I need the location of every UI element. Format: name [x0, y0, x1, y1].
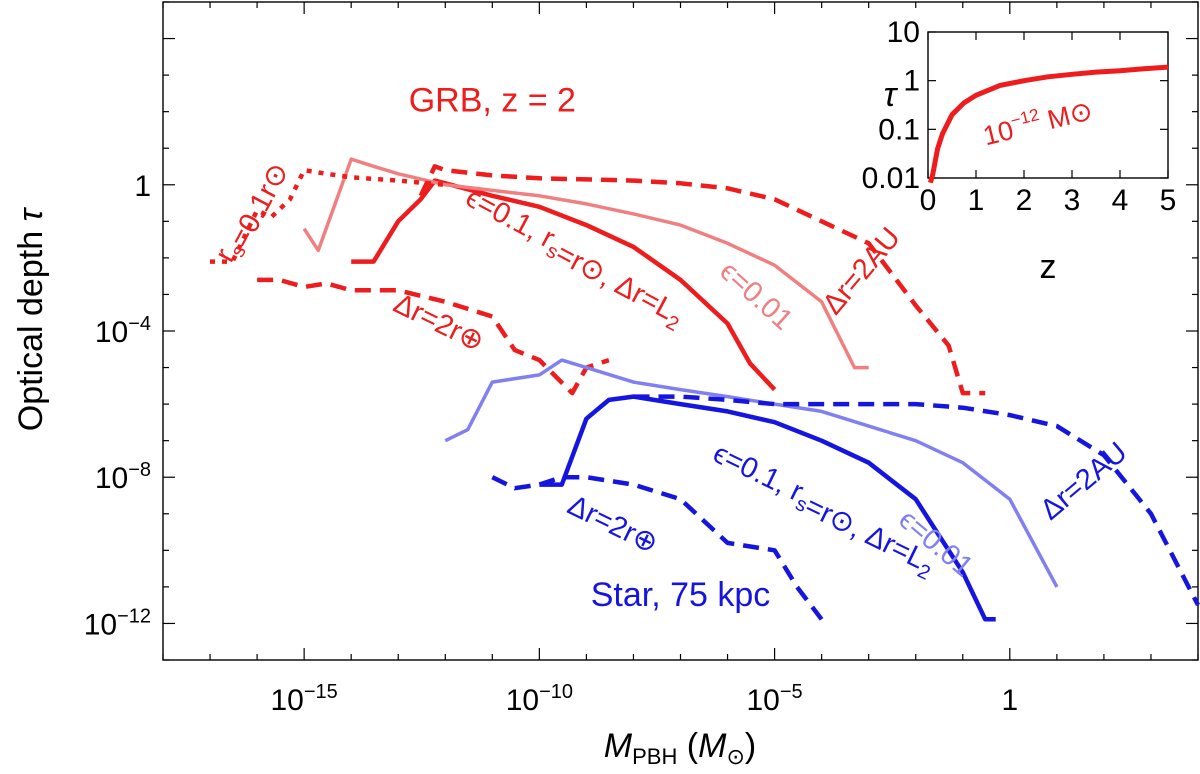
series-line-6 [444, 358, 1059, 588]
x-tick-label: 10−15 [270, 681, 337, 717]
curve-label-1: ϵ=0.1, rs=r⊙, Δr=L2 [455, 182, 693, 336]
main-axes: 10−15 10−10 10−5 1 10−12 10−8 10−4 1 [84, 1, 1199, 717]
inset-x-axis-title: z [1040, 248, 1057, 286]
inset-y-tick-label: 0.01 [862, 162, 920, 195]
y-tick-label: 10−12 [84, 605, 151, 641]
inset-series-line [927, 64, 1169, 184]
inset-y-tick-label: 10 [887, 16, 920, 49]
corner-label-0: GRB, z = 2 [409, 82, 576, 120]
inset-frame [927, 31, 1169, 179]
curve-label-0: rs=0.1r⊙ [209, 154, 295, 270]
y-tick-label: 1 [134, 170, 151, 203]
series-line-1 [302, 157, 869, 370]
y-tick-label: 10−4 [95, 313, 151, 349]
x-tick-label: 10−5 [746, 681, 802, 717]
inset-x-tick-label: 5 [1160, 184, 1177, 217]
y-axis-title: Optical depth τ [12, 206, 50, 431]
series-line-2 [210, 167, 446, 264]
inset-x-tick-label: 3 [1064, 184, 1081, 217]
x-tick-label: 10−10 [506, 681, 573, 717]
x-axis-title: MPBH (M⊙) [604, 727, 756, 769]
series-line-3 [418, 164, 986, 396]
inset-x-tick-label: 1 [968, 184, 985, 217]
inset-y-tick-label: 1 [903, 65, 920, 98]
main-series [210, 157, 1200, 622]
x-tick-label: 1 [1001, 684, 1018, 717]
series-line-5 [539, 394, 996, 622]
inset-x-tick-label: 4 [1112, 184, 1129, 217]
inset-y-axis-title: τ [884, 76, 899, 114]
curve-label-3: Δr=2AU [817, 222, 907, 321]
curve-label-7: Δr=2AU [1034, 436, 1133, 526]
curve-label-8: Δr=2r⊕ [563, 489, 663, 560]
corner-label-1: Star, 75 kpc [591, 576, 771, 614]
inset-y-tick-label: 0.1 [878, 113, 920, 146]
series-line-4 [257, 277, 610, 396]
series-line-7 [633, 394, 1200, 607]
inset-x-tick-label: 0 [920, 184, 937, 217]
inset-x-tick-label: 2 [1016, 184, 1033, 217]
series-line-0 [351, 178, 777, 392]
y-tick-label: 10−8 [95, 459, 151, 495]
